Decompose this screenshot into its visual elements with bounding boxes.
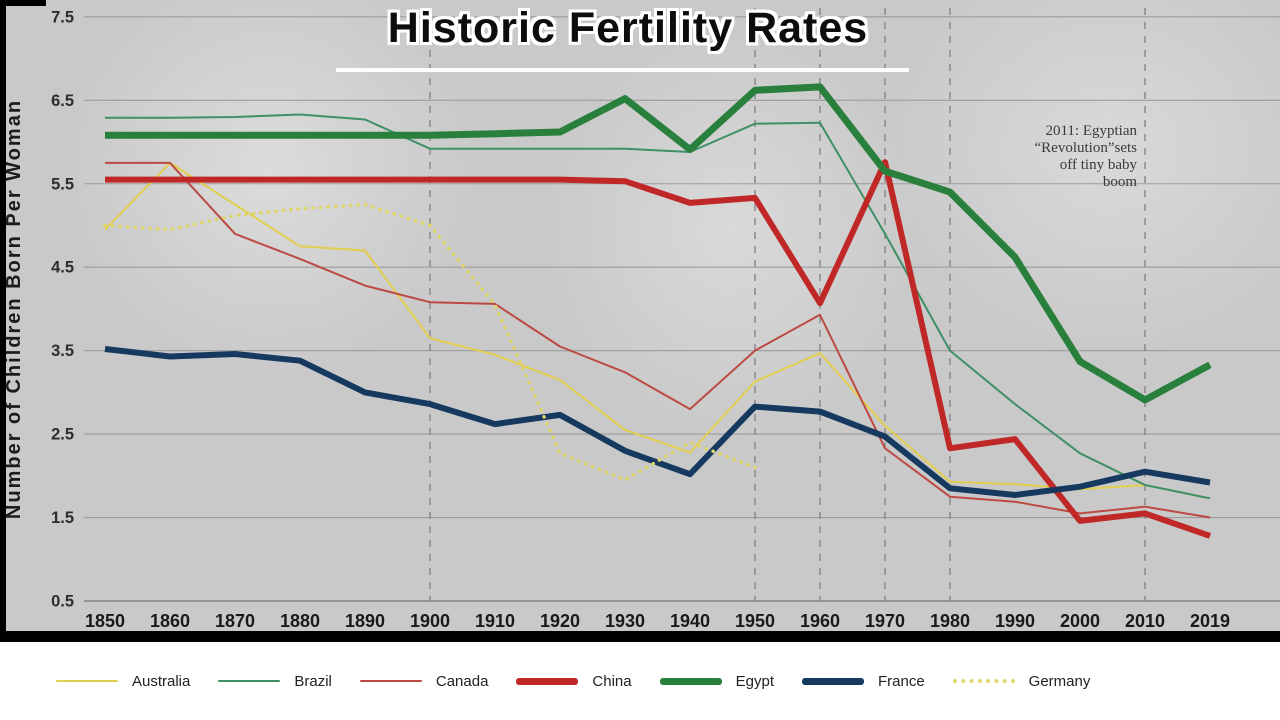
x-tick-label-1950: 1950 (735, 611, 775, 631)
legend-label-egypt: Egypt (735, 672, 774, 690)
legend-item-egypt: Egypt (659, 672, 774, 690)
y-tick-label-1.5: 1.5 (51, 509, 74, 527)
x-tick-label-1910: 1910 (475, 611, 515, 631)
legend-label-brazil: Brazil (294, 672, 332, 690)
x-tick-label-1890: 1890 (345, 611, 385, 631)
fertility-line-chart: 7.5 6.5 5.5 4.5 3.5 2.5 1.5 0.5 1850 1860 1870 1880… (51, 8, 1280, 631)
egypt-2011-annotation: 2011: Egyptian “Revolution”sets off tiny… (1034, 123, 1137, 190)
legend-swatch-germany (952, 679, 1015, 683)
x-tick-label-1940: 1940 (670, 611, 710, 631)
legend-label-france: France (877, 672, 925, 690)
series-line-australia (104, 161, 1211, 500)
legend-item-france: France (801, 672, 925, 690)
bottom-border-bar (0, 631, 1280, 642)
page-title: Historic Fertility Rates (387, 4, 869, 52)
chart-legend: Australia Brazil Canada China Egypt France Ger… (0, 642, 1280, 720)
series-line-egypt (105, 83, 1212, 404)
series-line-germany (103, 202, 757, 482)
x-tick-label-1870: 1870 (215, 611, 255, 631)
x-tick-label-2019: 2019 (1190, 611, 1230, 631)
y-tick-label-5.5: 5.5 (51, 175, 74, 193)
x-tick-label-1880: 1880 (280, 611, 320, 631)
x-tick-label-2000: 2000 (1060, 611, 1100, 631)
title-underline (336, 68, 909, 72)
x-tick-label-1990: 1990 (995, 611, 1035, 631)
y-tick-label-6.5: 6.5 (51, 92, 74, 110)
series-line-france (104, 346, 1211, 498)
left-border-bar (0, 0, 6, 642)
legend-swatch-egypt (659, 677, 722, 685)
legend-item-china: China (516, 672, 632, 690)
y-axis-title: Number of Children Born Per Woman (3, 98, 25, 520)
x-tick-label-1970: 1970 (865, 611, 905, 631)
legend-item-germany: Germany (952, 672, 1091, 690)
legend-swatch-china (516, 677, 579, 685)
x-tick-label-1900: 1900 (410, 611, 450, 631)
x-tick-label-1920: 1920 (540, 611, 580, 631)
x-tick-label-1860: 1860 (150, 611, 190, 631)
legend-label-germany: Germany (1028, 672, 1091, 690)
series-line-brazil (105, 113, 1211, 500)
legend-swatch-brazil (218, 679, 281, 683)
legend-item-canada: Canada (359, 672, 489, 690)
legend-label-australia: Australia (132, 672, 191, 690)
legend-label-china: China (592, 672, 632, 690)
y-tick-label-0.5: 0.5 (51, 593, 74, 611)
y-tick-label-7.5: 7.5 (51, 8, 74, 26)
x-tick-label-1850: 1850 (85, 611, 125, 631)
legend-swatch-canada (359, 679, 422, 683)
x-tick-label-1930: 1930 (605, 611, 645, 631)
top-border-bar (0, 0, 46, 6)
legend-swatch-france (801, 677, 864, 685)
y-tick-label-3.5: 3.5 (51, 342, 74, 360)
legend-item-brazil: Brazil (218, 673, 332, 690)
x-tick-label-2010: 2010 (1125, 611, 1165, 631)
y-tick-label-4.5: 4.5 (51, 259, 74, 277)
legend-item-australia: Australia (56, 673, 190, 690)
legend-label-canada: Canada (435, 672, 489, 690)
series-line-canada (105, 161, 1211, 519)
y-tick-label-2.5: 2.5 (51, 426, 74, 444)
x-tick-label-1980: 1980 (930, 611, 970, 631)
x-tick-label-1960: 1960 (800, 611, 840, 631)
series-line-china (105, 159, 1211, 539)
legend-swatch-australia (56, 679, 118, 683)
